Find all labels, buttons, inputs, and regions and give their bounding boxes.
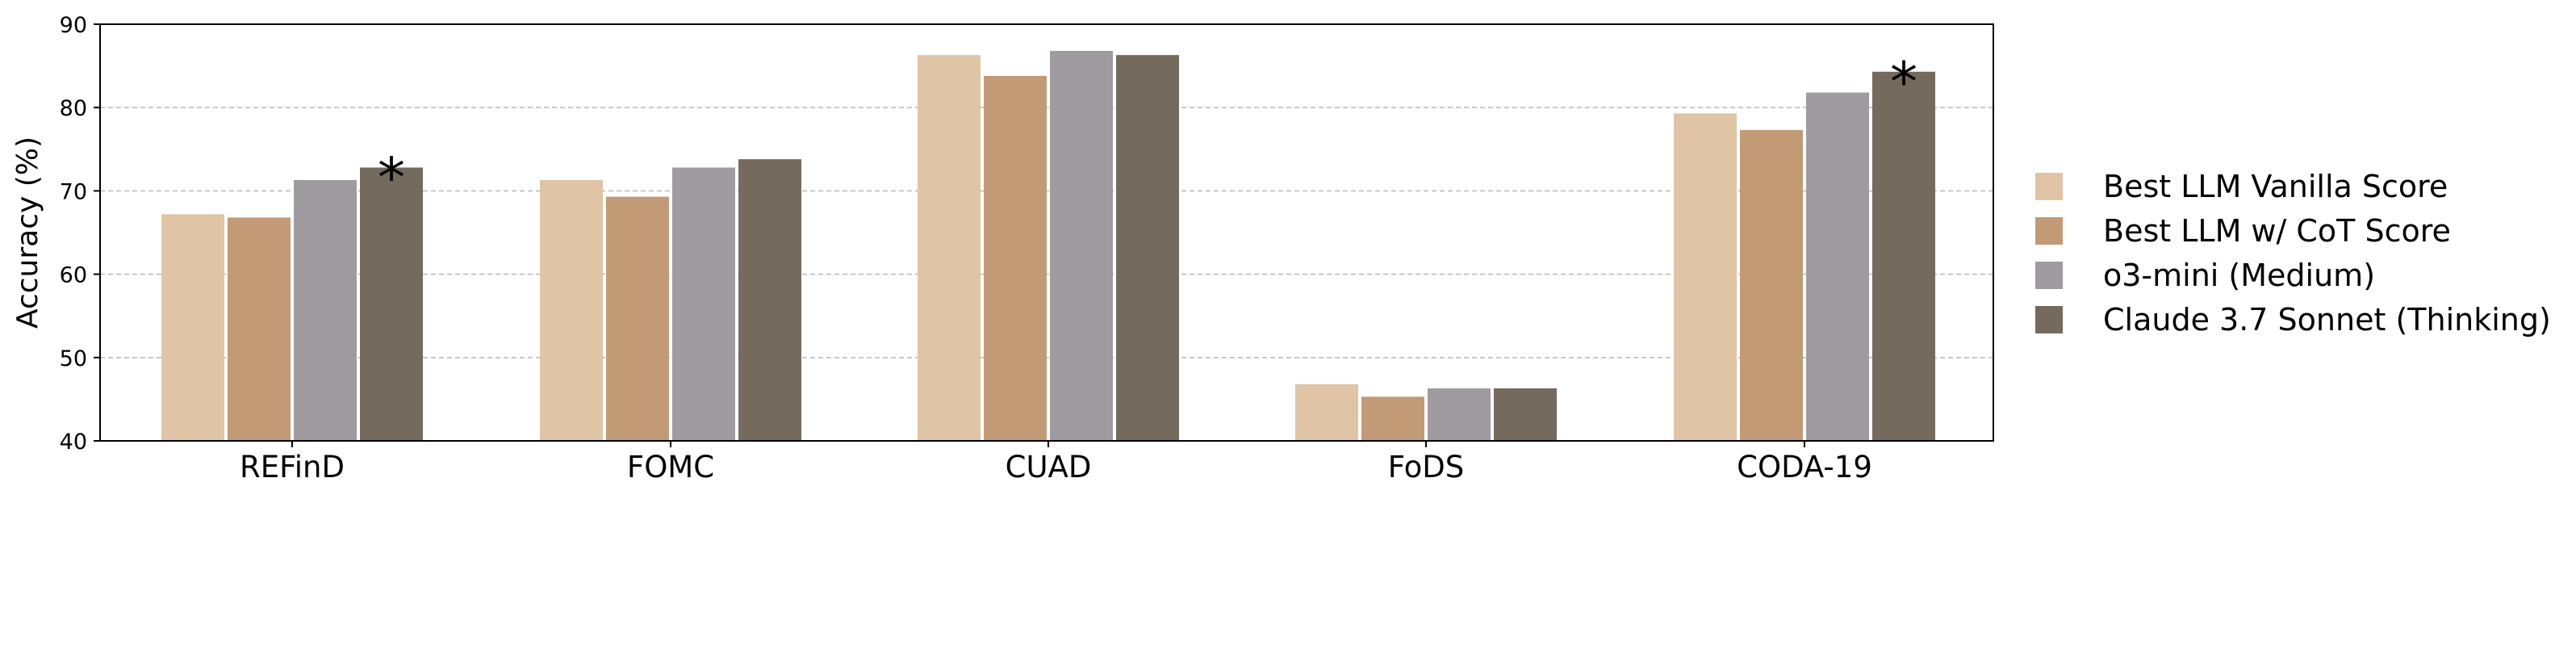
legend: Best LLM Vanilla Score Best LLM w/ CoT Sc… (2035, 169, 2551, 338)
bar (918, 55, 981, 442)
significance-marker: * (378, 147, 405, 211)
y-tick-label: 80 (60, 96, 87, 121)
bar (984, 75, 1047, 441)
bar (1740, 130, 1803, 441)
bars: ** (161, 51, 1935, 442)
y-tick-label: 40 (60, 430, 87, 455)
bar (540, 179, 603, 441)
legend-label: o3-mini (Medium) (2103, 258, 2375, 293)
y-tick-label: 60 (60, 263, 87, 288)
bar (1872, 71, 1935, 441)
x-tick-label: REFinD (240, 450, 345, 484)
bar (672, 167, 735, 441)
y-tick-label: 90 (60, 13, 87, 38)
legend-swatch (2035, 217, 2063, 245)
legend-label: Best LLM w/ CoT Score (2103, 213, 2451, 249)
x-tick-label: FoDS (1388, 450, 1465, 484)
bar (294, 179, 357, 441)
bar (1674, 113, 1737, 441)
bar (1116, 55, 1179, 442)
y-axis-label: Accuracy (%) (11, 136, 44, 329)
legend-swatch (2035, 173, 2063, 200)
bar (738, 159, 801, 441)
bar (1361, 396, 1424, 441)
bar (1494, 388, 1557, 441)
axes: 40 50 60 70 80 90 REFinD FOMC CUAD FoDS CODA-19 (60, 13, 1994, 484)
legend-swatch (2035, 306, 2063, 333)
bar (1806, 92, 1869, 442)
x-tick-label: CODA-19 (1737, 450, 1872, 484)
x-tick-label: FOMC (627, 450, 714, 484)
significance-marker: * (1890, 51, 1917, 115)
bar (1428, 388, 1491, 441)
bar (1050, 51, 1113, 442)
y-tick-label: 70 (60, 179, 87, 204)
bar (360, 167, 423, 441)
bar (1295, 384, 1358, 441)
bar (606, 196, 669, 441)
legend-label: Claude 3.7 Sonnet (Thinking) (2103, 302, 2551, 338)
bar (161, 214, 224, 441)
plot-frame (99, 23, 1994, 442)
bar (228, 217, 291, 441)
x-tick-label: CUAD (1006, 450, 1092, 484)
y-tick-label: 50 (60, 346, 87, 371)
legend-label: Best LLM Vanilla Score (2103, 169, 2448, 204)
legend-swatch (2035, 262, 2063, 289)
